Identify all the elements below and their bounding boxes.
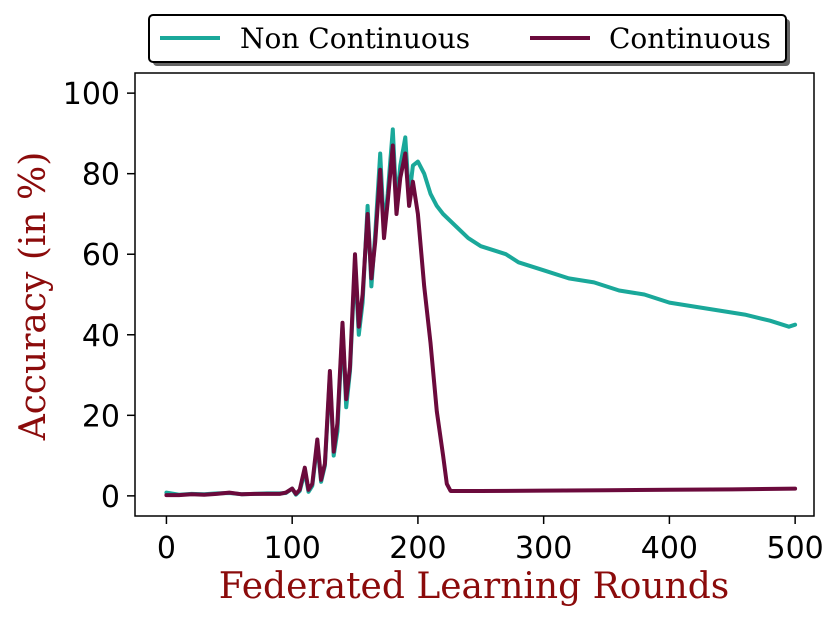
x-tick-label: 200	[389, 531, 446, 566]
plot-frame	[134, 72, 815, 517]
y-axis: 0 20 40 60 80 100	[63, 77, 135, 515]
x-tick-label: 300	[515, 531, 572, 566]
y-axis-label: Accuracy (in %)	[13, 152, 54, 442]
x-tick-label: 0	[157, 531, 176, 566]
legend-label-continuous: Continuous	[609, 22, 771, 55]
x-axis: 0 100 200 300 400 500	[157, 516, 824, 566]
x-tick-label: 400	[641, 531, 698, 566]
y-tick-label: 100	[63, 77, 120, 112]
series-layer	[164, 127, 798, 498]
legend-label-non-continuous: Non Continuous	[240, 22, 470, 55]
y-tick-label: 0	[101, 480, 120, 515]
y-tick-label: 20	[82, 399, 120, 434]
x-tick-label: 100	[264, 531, 321, 566]
x-tick-label: 500	[767, 531, 824, 566]
x-axis-label: Federated Learning Rounds	[219, 566, 730, 607]
legend: Non Continuous Continuous	[148, 14, 790, 66]
y-tick-label: 80	[82, 158, 120, 193]
series-line-continuous	[164, 143, 798, 498]
y-tick-label: 60	[82, 238, 120, 273]
legend-box	[148, 14, 787, 63]
y-tick-label: 40	[82, 319, 120, 354]
